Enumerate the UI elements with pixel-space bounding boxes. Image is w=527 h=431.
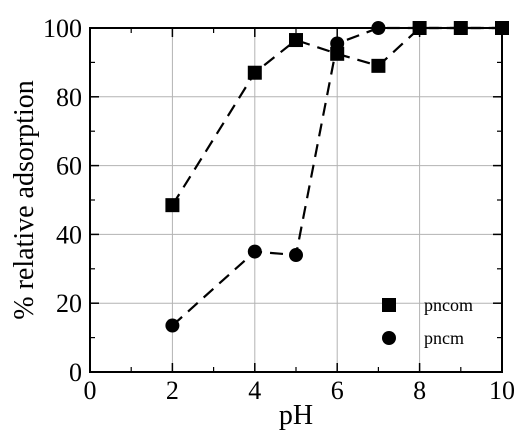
data-point-pncm xyxy=(165,318,180,333)
x-tick-label: 10 xyxy=(489,376,515,405)
x-axis-title: pH xyxy=(279,400,313,431)
data-point-pncm xyxy=(289,248,303,263)
x-tick-label: 8 xyxy=(413,376,426,405)
x-tick-label: 2 xyxy=(166,376,179,405)
data-point-pncom xyxy=(247,65,262,80)
data-point-pncom xyxy=(165,198,180,213)
legend-label-pncom: pncom xyxy=(424,295,473,315)
ticks xyxy=(89,27,503,373)
y-tick-label: 60 xyxy=(56,152,82,181)
y-tick-label: 40 xyxy=(56,220,82,249)
legend: pncom pncm xyxy=(382,295,473,348)
data-point-pncom xyxy=(371,58,386,73)
legend-marker-pncom xyxy=(382,298,396,312)
plot-frame xyxy=(89,27,503,373)
data-point-pncom xyxy=(289,33,303,48)
grid xyxy=(90,28,502,372)
y-tick-label: 0 xyxy=(69,358,82,387)
y-tick-label: 20 xyxy=(56,289,82,318)
data-point-pncm xyxy=(330,36,345,51)
legend-label-pncm: pncm xyxy=(424,328,464,348)
data-point-pncom xyxy=(330,46,345,61)
y-tick-label: 100 xyxy=(43,14,82,43)
x-tick-label: 6 xyxy=(331,376,344,405)
y-axis-title: % relative adsorption xyxy=(9,80,40,319)
y-tick-label: 80 xyxy=(56,83,82,112)
legend-marker-pncm xyxy=(382,331,396,345)
x-tick-label: 4 xyxy=(248,376,261,405)
data-point-pncm xyxy=(247,244,262,259)
x-tick-label: 0 xyxy=(84,376,97,405)
